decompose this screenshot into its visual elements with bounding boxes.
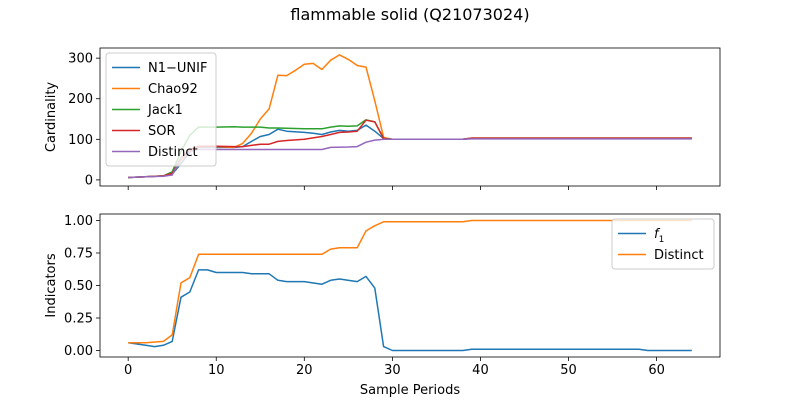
- y-tick-label: 0.50: [64, 279, 93, 294]
- y-tick-label: 200: [68, 92, 93, 107]
- indicators-plot: 0 10 20 30 40 50 60 0.00 0.25 0.50 0.75 1.00 Indicat…: [44, 213, 721, 398]
- y-tick-label: 100: [68, 133, 93, 148]
- x-tick-label: 30: [384, 363, 401, 378]
- y-axis-label: Indicators: [44, 253, 59, 317]
- x-axis-label: Sample Periods: [360, 383, 460, 398]
- x-tick-label: 60: [648, 363, 665, 378]
- x-tick-label: 40: [472, 363, 489, 378]
- axes-frame: [99, 47, 721, 187]
- x-tick-label: 20: [296, 363, 313, 378]
- legend: N1−UNIF Chao92 Jack1 SOR Distinct: [105, 52, 217, 167]
- legend-box: [611, 218, 715, 270]
- cardinality-plot: 0 100 200 300 Cardinality N1−UNIF Chao92 Jack1 S…: [44, 47, 721, 190]
- y-tick-label: 0.25: [64, 312, 93, 327]
- y-tick-label: 0.00: [64, 344, 93, 359]
- legend-label: SOR: [148, 124, 176, 139]
- legend-label: N1−UNIF: [148, 61, 207, 76]
- series-line-f1: [128, 269, 692, 352]
- x-tick-label: 10: [208, 363, 225, 378]
- figure-title: flammable solid (Q21073024): [290, 5, 529, 24]
- series-line-distinct: [128, 138, 692, 179]
- y-tick-label: 300: [68, 52, 93, 67]
- legend-box: [105, 52, 217, 167]
- legend-label: Chao92: [148, 82, 198, 97]
- legend: f1 Distinct: [611, 218, 715, 270]
- legend-label: Jack1: [147, 103, 183, 118]
- y-tick-label: 1.00: [64, 214, 93, 229]
- x-tick-label: 50: [560, 363, 577, 378]
- y-tick-label: 0.75: [64, 247, 93, 262]
- y-tick-label: 0: [85, 173, 93, 188]
- legend-label: f1: [654, 227, 664, 245]
- x-tick-label: 0: [124, 363, 132, 378]
- y-axis-label: Cardinality: [44, 82, 59, 153]
- series-line-distinct: [128, 219, 692, 344]
- legend-label: Distinct: [148, 145, 198, 160]
- legend-label: Distinct: [654, 248, 704, 263]
